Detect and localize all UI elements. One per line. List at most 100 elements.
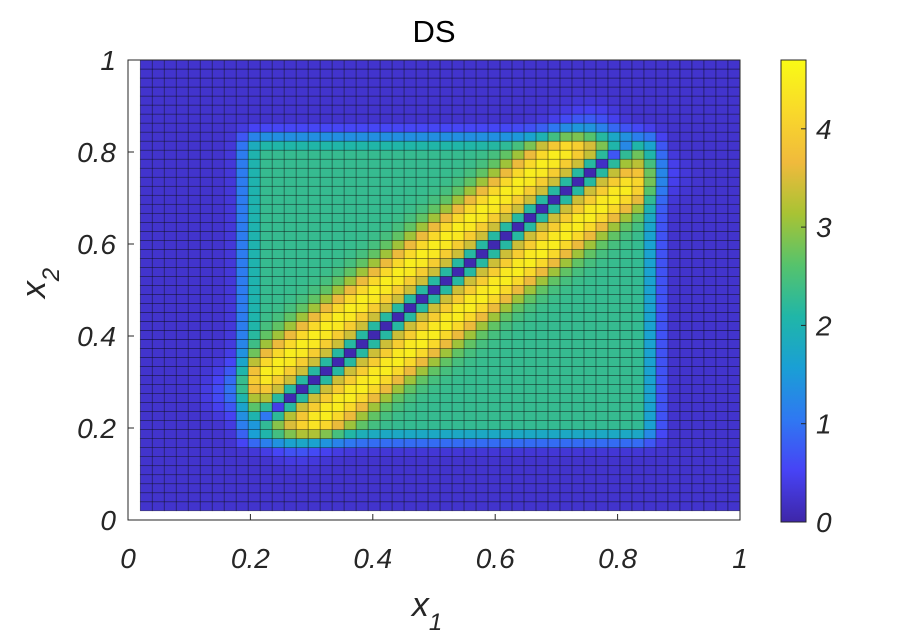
heatmap-cell (715, 501, 729, 512)
heatmap-cell (403, 393, 417, 403)
heatmap-cell (199, 258, 213, 268)
heatmap-cell (583, 474, 597, 485)
heatmap-cell (211, 194, 225, 205)
heatmap-cell (523, 438, 537, 448)
heatmap-cell (523, 456, 537, 467)
heatmap-cell (223, 393, 237, 403)
heatmap-cell (535, 294, 549, 304)
heatmap-cell (655, 420, 669, 430)
heatmap-cell (547, 429, 561, 439)
heatmap-cell (607, 420, 621, 430)
heatmap-cell (679, 176, 693, 187)
heatmap-cell (391, 104, 405, 115)
heatmap-cell (319, 294, 333, 304)
heatmap-cell (259, 474, 273, 485)
heatmap-cell (427, 312, 441, 322)
heatmap-cell (523, 95, 537, 106)
heatmap-cell (187, 447, 201, 458)
heatmap-cell (223, 176, 237, 187)
heatmap-cell (511, 483, 525, 494)
heatmap-cell (211, 212, 225, 223)
heatmap-cell (427, 167, 441, 178)
heatmap-cell (187, 465, 201, 476)
heatmap-cell (475, 339, 489, 349)
heatmap-cell (187, 68, 201, 79)
heatmap-cell (679, 402, 693, 412)
heatmap-cell (139, 258, 153, 268)
heatmap-cell (319, 59, 333, 70)
heatmap-cell (643, 285, 657, 295)
heatmap-cell (139, 420, 153, 430)
heatmap-cell (595, 158, 609, 169)
heatmap-cell (415, 330, 429, 340)
heatmap-cell (559, 429, 573, 439)
heatmap-cell (379, 312, 393, 322)
heatmap-cell (655, 393, 669, 403)
heatmap-cell (211, 158, 225, 169)
heatmap-cell (187, 104, 201, 115)
heatmap-cell (175, 140, 189, 151)
heatmap-cell (175, 492, 189, 503)
heatmap-cell (211, 357, 225, 367)
heatmap-cell (235, 258, 249, 268)
heatmap-cell (475, 86, 489, 97)
heatmap-cell (655, 483, 669, 494)
heatmap-cell (139, 240, 153, 250)
heatmap-cell (403, 384, 417, 394)
heatmap-cell (151, 140, 165, 151)
heatmap-cell (511, 429, 525, 439)
heatmap-cell (655, 167, 669, 178)
heatmap-cell (331, 221, 345, 232)
heatmap-cell (295, 194, 309, 205)
heatmap-cell (403, 294, 417, 304)
heatmap-cell (379, 438, 393, 448)
heatmap-cell (475, 258, 489, 268)
heatmap-cell (619, 411, 633, 421)
heatmap-cell (643, 366, 657, 376)
heatmap-cell (655, 276, 669, 286)
heatmap-cell (307, 185, 321, 196)
heatmap-cell (175, 375, 189, 385)
heatmap-cell (487, 420, 501, 430)
heatmap-cell (535, 357, 549, 367)
heatmap-cell (271, 411, 285, 421)
heatmap-cell (523, 483, 537, 494)
heatmap-cell (559, 375, 573, 385)
heatmap-cell (343, 231, 357, 241)
heatmap-cell (679, 501, 693, 512)
heatmap-cell (703, 68, 717, 79)
heatmap-cell (535, 221, 549, 232)
heatmap-cell (487, 456, 501, 467)
heatmap-cell (463, 176, 477, 187)
heatmap-cell (259, 249, 273, 259)
heatmap-cell (439, 348, 453, 358)
heatmap-cell (343, 194, 357, 205)
heatmap-cell (379, 411, 393, 421)
heatmap-cell (415, 176, 429, 187)
heatmap-cell (451, 95, 465, 106)
heatmap-cell (655, 339, 669, 349)
heatmap-cell (631, 122, 645, 133)
heatmap-cell (139, 104, 153, 115)
heatmap-cell (691, 492, 705, 503)
plot-area (139, 59, 741, 512)
heatmap-cell (619, 465, 633, 476)
heatmap-cell (463, 212, 477, 223)
heatmap-cell (199, 149, 213, 160)
heatmap-cell (511, 402, 525, 412)
heatmap-cell (175, 158, 189, 169)
heatmap-cell (187, 375, 201, 385)
heatmap-cell (223, 113, 237, 124)
heatmap-cell (475, 176, 489, 187)
heatmap-cell (655, 384, 669, 394)
heatmap-cell (523, 276, 537, 286)
heatmap-cell (439, 122, 453, 133)
heatmap-cell (355, 176, 369, 187)
heatmap-cell (151, 501, 165, 512)
heatmap-cell (271, 357, 285, 367)
heatmap-cell (583, 366, 597, 376)
heatmap-cell (703, 221, 717, 232)
heatmap-cell (535, 303, 549, 313)
heatmap-cell (631, 474, 645, 485)
